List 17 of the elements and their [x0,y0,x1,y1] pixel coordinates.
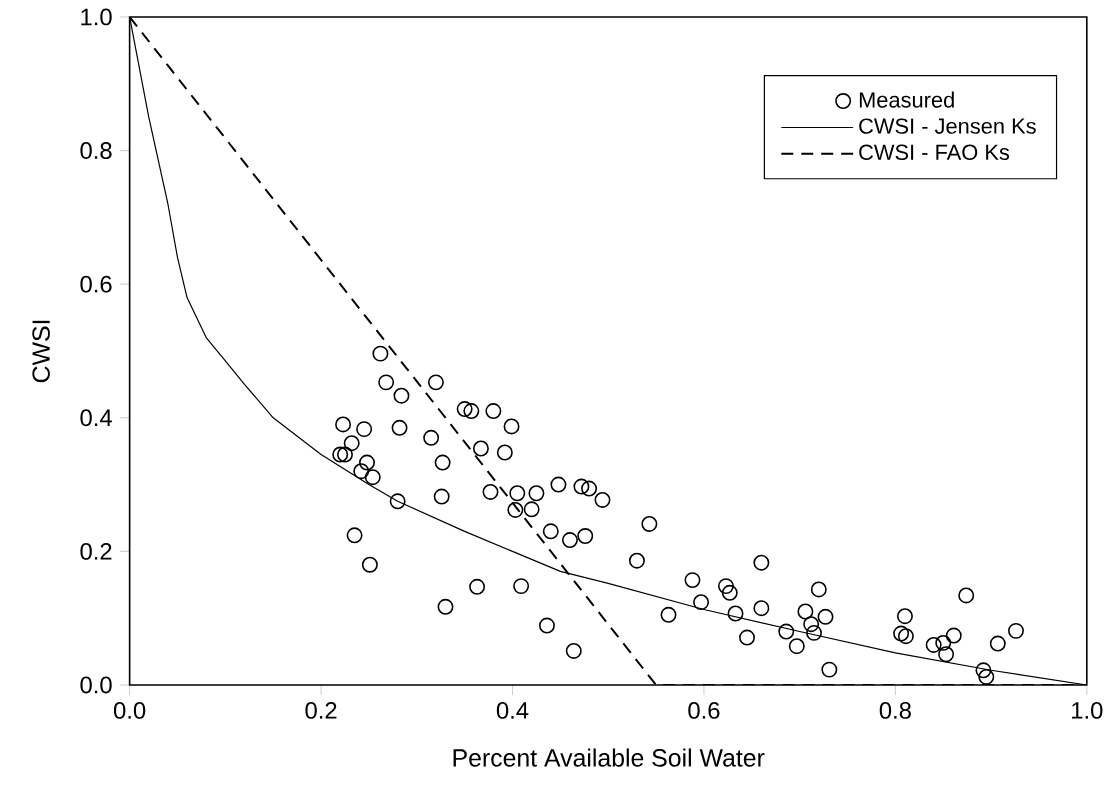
y-tick-label: 1.0 [81,8,112,26]
y-tick-label: 0.2 [80,543,112,560]
x-tick-label: 1.0 [1072,702,1103,720]
x-tick-label: 0.0 [113,702,146,720]
y-tick-label: 0.4 [80,409,112,427]
x-tick-label: 0.6 [688,702,720,720]
x-tick-label: 0.8 [879,702,911,720]
legend-label: CWSI - FAO Ks [859,144,1010,161]
x-tick-label: 0.2 [305,702,337,720]
y-axis-title: CWSI [32,321,50,383]
y-tick-label: 0.8 [80,142,112,160]
x-tick-label: 0.4 [496,702,529,720]
legend-label: CWSI - Jensen Ks [859,118,1036,135]
x-axis-title: Percent Available Soil Water [453,748,765,767]
y-tick-label: 0.6 [80,275,112,293]
legend-label: Measured [859,91,954,108]
y-tick-label: 0.0 [80,676,112,694]
